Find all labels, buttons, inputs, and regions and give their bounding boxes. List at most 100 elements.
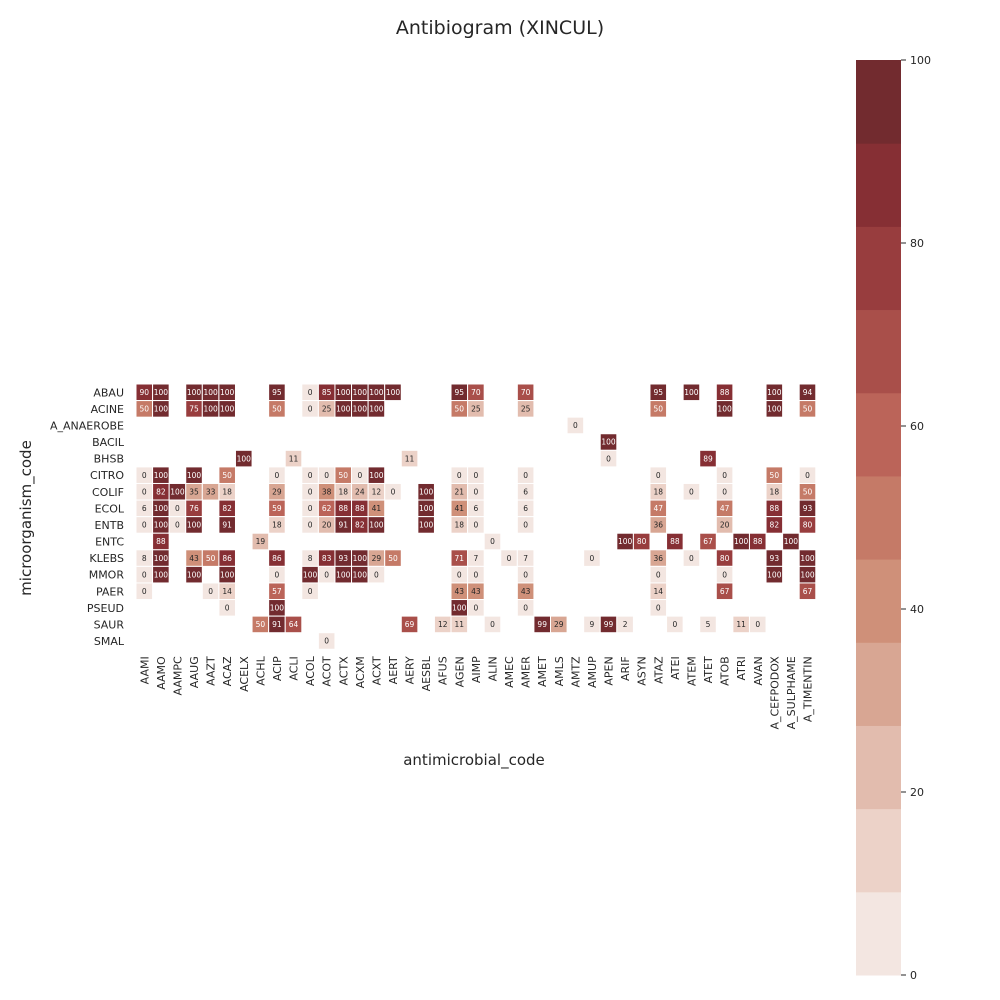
y-tick-label: PSEUD — [87, 602, 124, 615]
cell-value-label: 0 — [473, 570, 478, 579]
x-tick-label: ACOL — [304, 655, 317, 686]
heatmap-cell — [284, 449, 303, 468]
cell-value-label: 100 — [154, 504, 169, 513]
cell-value-label: 0 — [523, 570, 528, 579]
cell-value-label: 100 — [800, 570, 815, 579]
colorbar-segment — [856, 642, 901, 726]
heatmap-cell — [715, 516, 734, 534]
cell-value-label: 11 — [455, 620, 465, 629]
y-tick-label: BHSB — [94, 453, 124, 466]
heatmap-cell — [566, 416, 585, 435]
heatmap-cell — [632, 532, 651, 551]
cell-value-label: 0 — [656, 570, 661, 579]
cell-value-label: 0 — [689, 487, 694, 496]
x-tick-label: APEN — [603, 656, 616, 685]
x-tick-label: ATOB — [719, 656, 732, 686]
cell-value-label: 88 — [753, 537, 763, 546]
cell-value-label: 100 — [270, 604, 285, 613]
heatmap-cell — [135, 582, 154, 601]
heatmap-cell — [218, 516, 236, 534]
cell-value-label: 38 — [322, 487, 332, 496]
cell-value-label: 91 — [272, 620, 282, 629]
cell-value-label: 0 — [523, 471, 528, 480]
heatmap-cell — [450, 615, 469, 634]
heatmap-cell — [483, 615, 502, 634]
cell-value-label: 0 — [457, 570, 462, 579]
cell-value-label: 5 — [706, 620, 711, 629]
cell-value-label: 100 — [170, 487, 185, 496]
heatmap-cell — [417, 516, 435, 534]
cell-value-label: 0 — [142, 487, 147, 496]
cell-value-label: 85 — [322, 388, 332, 397]
cell-value-label: 100 — [154, 405, 169, 414]
heatmap-cell — [765, 565, 784, 584]
heatmap-cell — [682, 549, 701, 567]
cell-value-label: 43 — [189, 554, 199, 563]
cell-value-label: 18 — [455, 521, 465, 530]
cell-value-label: 100 — [220, 405, 235, 414]
cell-value-label: 47 — [653, 504, 663, 513]
heatmap-cell — [782, 532, 800, 551]
cell-value-label: 100 — [203, 405, 218, 414]
heatmap-cell — [268, 400, 286, 418]
cell-value-label: 100 — [784, 537, 799, 546]
y-tick-label: SMAL — [94, 635, 125, 648]
cell-value-label: 100 — [369, 388, 384, 397]
colorbar-segment — [856, 808, 901, 893]
heatmap-cell — [218, 599, 236, 617]
cell-value-label: 0 — [308, 504, 313, 513]
cell-value-label: 0 — [490, 620, 495, 629]
x-tick-label: ATAZ — [652, 656, 665, 684]
cell-value-label: 95 — [272, 388, 282, 397]
heatmap-cell — [400, 615, 419, 634]
cell-value-label: 47 — [720, 504, 730, 513]
cell-value-label: 90 — [140, 388, 150, 397]
cell-value-label: 0 — [722, 570, 727, 579]
heatmap-cell — [400, 449, 419, 468]
cell-value-label: 50 — [338, 471, 348, 480]
colorbar-segment — [856, 309, 901, 394]
cell-value-label: 0 — [308, 487, 313, 496]
cell-value-label: 43 — [521, 587, 531, 596]
heatmap-cell — [616, 615, 634, 634]
cell-value-label: 100 — [353, 554, 368, 563]
cell-value-label: 0 — [755, 620, 760, 629]
x-tick-label: ATEM — [685, 656, 698, 686]
heatmap-cell — [384, 383, 402, 402]
heatmap-cell — [682, 482, 701, 501]
heatmap-cell — [715, 582, 734, 601]
cell-value-label: 0 — [374, 570, 379, 579]
cell-value-label: 20 — [322, 521, 332, 530]
cell-value-label: 93 — [338, 554, 348, 563]
x-tick-label: AMEC — [503, 656, 516, 688]
x-tick-label: ACTX — [337, 656, 350, 686]
cell-value-label: 0 — [308, 388, 313, 397]
heatmap-cell — [218, 400, 236, 418]
cell-value-label: 100 — [717, 405, 732, 414]
cell-value-label: 8 — [308, 554, 313, 563]
cell-value-label: 100 — [369, 521, 384, 530]
cell-value-label: 57 — [272, 587, 282, 596]
cell-value-label: 14 — [653, 587, 663, 596]
cell-value-label: 12 — [438, 620, 448, 629]
cell-value-label: 50 — [222, 471, 232, 480]
x-tick-label: AMLS — [553, 656, 566, 686]
y-tick-label: MMOR — [89, 569, 125, 582]
cell-value-label: 18 — [222, 487, 232, 496]
colorbar-tick-label: 60 — [910, 420, 924, 433]
heatmap-cell — [384, 549, 402, 567]
y-tick-label: ABAU — [93, 386, 124, 399]
cell-value-label: 2 — [623, 620, 628, 629]
cell-value-label: 43 — [455, 587, 465, 596]
cell-value-label: 93 — [803, 504, 813, 513]
y-tick-label: SAUR — [94, 618, 125, 631]
y-tick-label: ECOL — [95, 502, 125, 515]
cell-value-label: 0 — [308, 471, 313, 480]
y-tick-label: BACIL — [92, 436, 125, 449]
cell-value-label: 0 — [142, 471, 147, 480]
cell-value-label: 0 — [142, 587, 147, 596]
cell-value-label: 50 — [140, 405, 150, 414]
cell-value-label: 50 — [206, 554, 216, 563]
cell-value-label: 0 — [225, 604, 230, 613]
heatmap-cell — [152, 565, 170, 584]
